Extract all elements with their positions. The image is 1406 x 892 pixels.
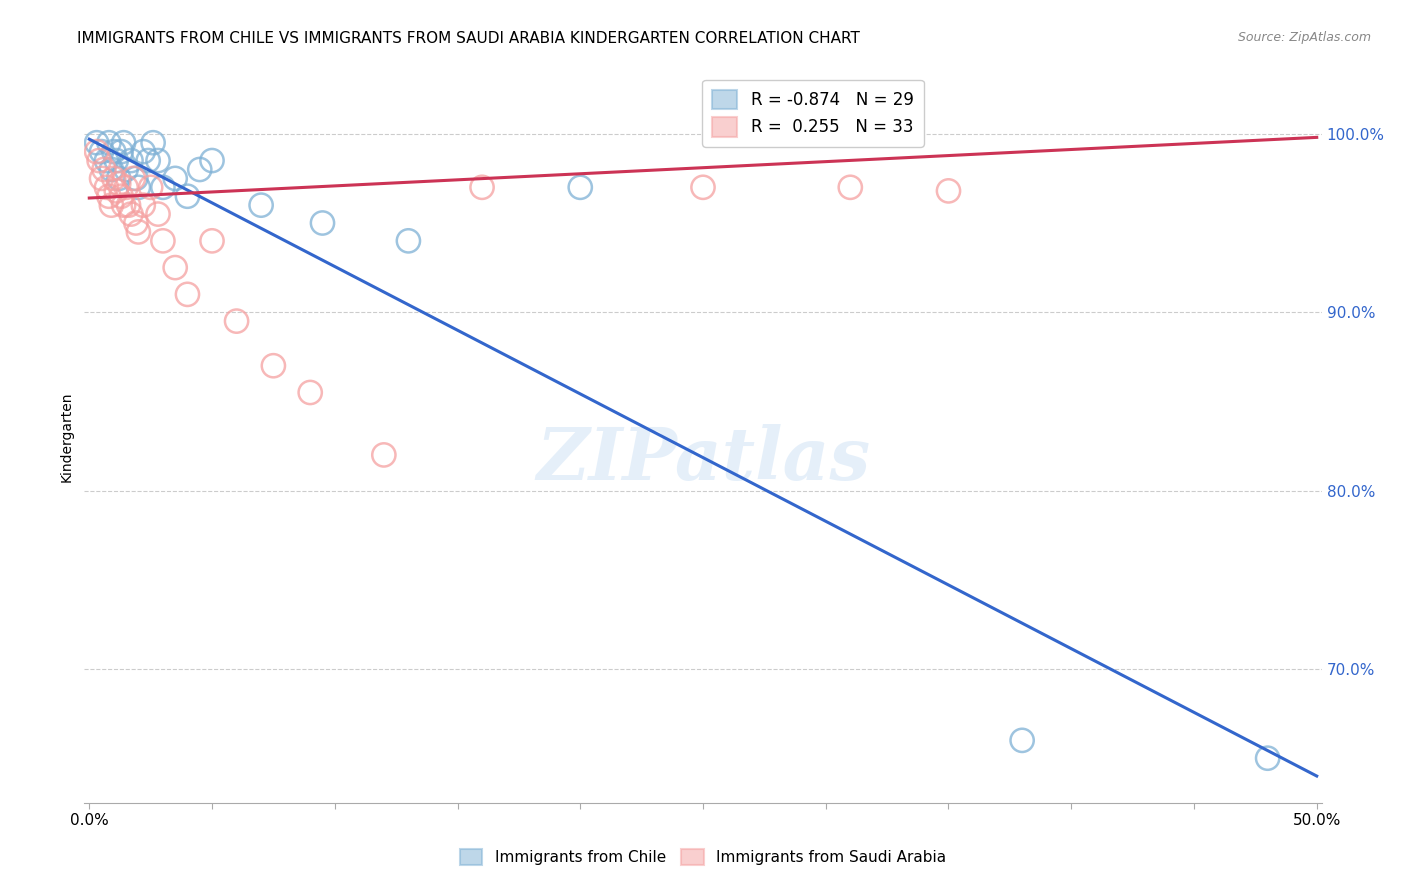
Point: [103, 145, 125, 159]
Point: [96, 180, 118, 194]
Point: [93, 162, 115, 177]
Point: [225, 314, 247, 328]
Point: [938, 184, 960, 198]
Point: [87, 153, 110, 168]
Point: [96, 153, 118, 168]
Point: [373, 448, 395, 462]
Point: [396, 234, 419, 248]
Point: [152, 234, 174, 248]
Point: [115, 180, 138, 194]
Point: [132, 198, 155, 212]
Point: [1011, 733, 1033, 747]
Point: [86, 145, 108, 159]
Point: [90, 171, 112, 186]
Point: [165, 260, 187, 275]
Point: [107, 177, 129, 191]
Point: [97, 136, 120, 150]
Point: [112, 198, 135, 212]
Point: [115, 162, 138, 177]
Y-axis label: Kindergarten: Kindergarten: [59, 392, 73, 483]
Point: [569, 180, 592, 194]
Point: [146, 153, 169, 168]
Point: [176, 287, 198, 301]
Point: [117, 198, 139, 212]
Legend: R = -0.874   N = 29, R =  0.255   N = 33: R = -0.874 N = 29, R = 0.255 N = 33: [703, 79, 924, 146]
Text: IMMIGRANTS FROM CHILE VS IMMIGRANTS FROM SAUDI ARABIA KINDERGARTEN CORRELATION C: IMMIGRANTS FROM CHILE VS IMMIGRANTS FROM…: [77, 31, 860, 46]
Point: [127, 180, 149, 194]
Point: [127, 225, 149, 239]
Point: [125, 216, 148, 230]
Point: [1257, 751, 1279, 765]
Point: [250, 198, 273, 212]
Point: [165, 171, 187, 186]
Text: Source: ZipAtlas.com: Source: ZipAtlas.com: [1237, 31, 1371, 45]
Point: [122, 171, 145, 186]
Point: [471, 180, 494, 194]
Point: [188, 162, 211, 177]
Point: [120, 153, 142, 168]
Point: [97, 189, 120, 203]
Point: [311, 216, 333, 230]
Point: [136, 153, 159, 168]
Point: [90, 145, 112, 159]
Point: [100, 198, 122, 212]
Point: [201, 153, 224, 168]
Point: [110, 145, 132, 159]
Point: [125, 171, 148, 186]
Point: [146, 207, 169, 221]
Point: [105, 184, 128, 198]
Point: [262, 359, 284, 373]
Point: [142, 136, 165, 150]
Point: [105, 153, 128, 168]
Point: [110, 189, 132, 203]
Point: [107, 171, 129, 186]
Point: [132, 145, 155, 159]
Point: [152, 180, 174, 194]
Point: [112, 136, 135, 150]
Point: [176, 189, 198, 203]
Point: [139, 180, 162, 194]
Point: [120, 207, 142, 221]
Point: [103, 171, 125, 186]
Point: [692, 180, 714, 194]
Point: [201, 234, 224, 248]
Text: ZIPatlas: ZIPatlas: [536, 424, 870, 494]
Point: [299, 385, 322, 400]
Point: [86, 136, 108, 150]
Point: [100, 162, 122, 177]
Point: [839, 180, 862, 194]
Legend: Immigrants from Chile, Immigrants from Saudi Arabia: Immigrants from Chile, Immigrants from S…: [453, 843, 953, 871]
